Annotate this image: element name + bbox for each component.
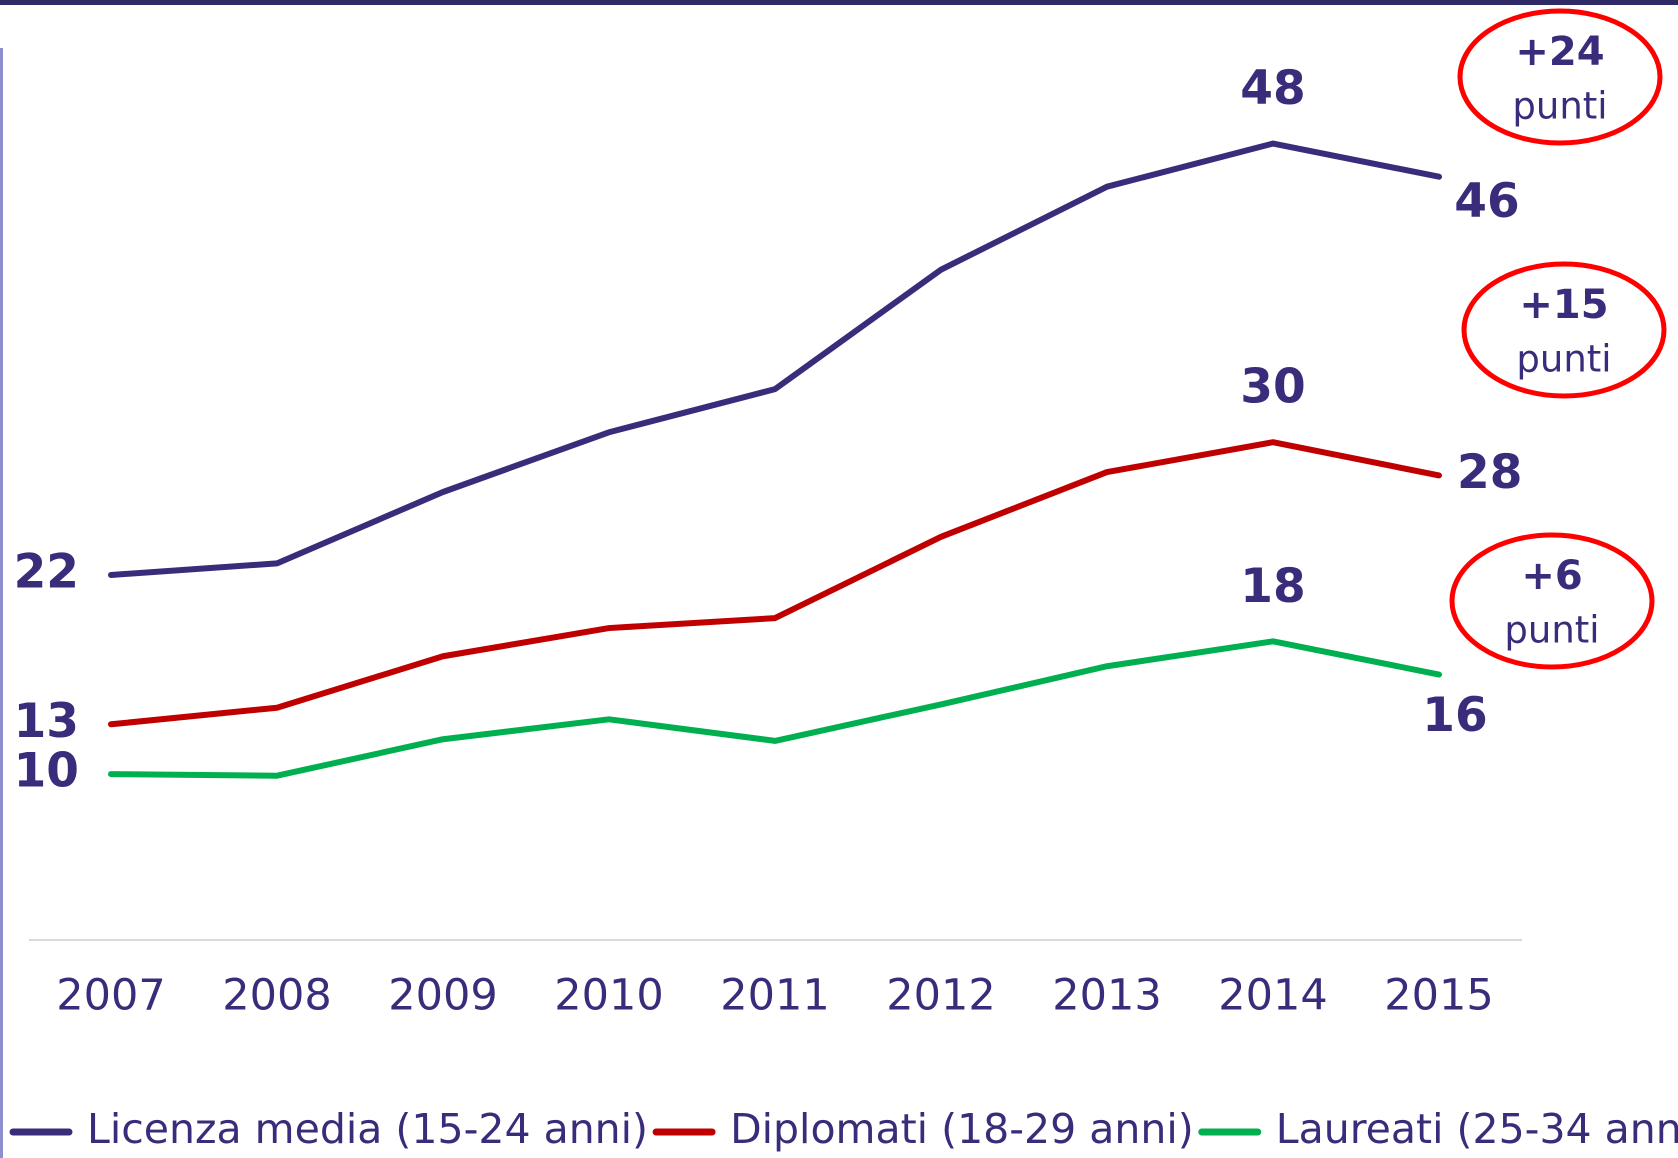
annotation-circle: [1449, 532, 1655, 670]
x-tick-label: 2011: [720, 971, 829, 1021]
top-bar: [0, 0, 1678, 5]
x-tick-label: 2012: [886, 971, 995, 1021]
x-tick-label: 2007: [56, 971, 165, 1021]
data-label: 30: [1240, 360, 1305, 415]
legend-label: Laureati (25-34 anni): [1276, 1105, 1678, 1153]
x-tick-label: 2009: [388, 971, 497, 1021]
annotation-text: +15: [1519, 282, 1608, 328]
data-label: 13: [14, 694, 79, 749]
data-label: 46: [1454, 174, 1519, 229]
data-label: 16: [1422, 688, 1487, 743]
legend-label: Diplomati (18-29 anni): [730, 1105, 1194, 1153]
annotation-subtext: punti: [1516, 338, 1611, 381]
data-label: 18: [1240, 559, 1305, 614]
x-tick-label: 2014: [1218, 971, 1327, 1021]
x-tick-label: 2015: [1384, 971, 1493, 1021]
legend-label: Licenza media (15-24 anni): [87, 1105, 648, 1153]
series-line: [108, 638, 1442, 779]
data-label: 22: [14, 544, 79, 599]
x-tick-label: 2008: [222, 971, 331, 1021]
annotation-text: +6: [1521, 553, 1582, 599]
series-line: [108, 439, 1442, 728]
data-label: 10: [14, 744, 79, 799]
data-label: 48: [1240, 61, 1305, 116]
annotation-text: +24: [1515, 29, 1604, 75]
series-line: [108, 140, 1442, 578]
annotation-circle: [1457, 8, 1663, 146]
annotation-circle: [1461, 261, 1667, 399]
x-tick-label: 2013: [1052, 971, 1161, 1021]
left-border: [0, 48, 3, 1158]
data-label: 28: [1457, 445, 1522, 500]
x-tick-label: 2010: [554, 971, 663, 1021]
annotation-subtext: punti: [1504, 609, 1599, 652]
annotation-subtext: punti: [1512, 85, 1607, 128]
